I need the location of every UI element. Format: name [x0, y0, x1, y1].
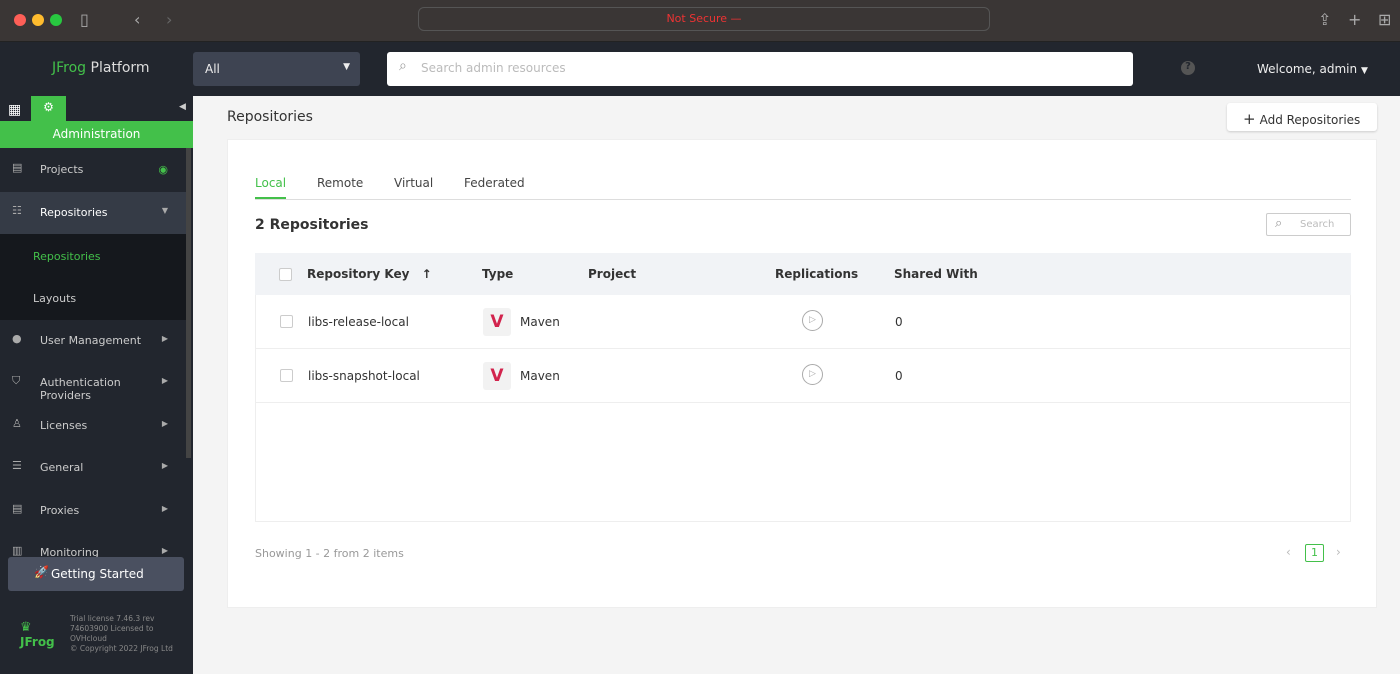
table-search-input[interactable]: ⌕ Search [1266, 213, 1351, 236]
tabs-overview-icon[interactable]: ⊞ [1378, 10, 1392, 29]
sidebar: ▦ ⚙ ◀ Administration ▤ Projects ◉ ☷ Reposit… [0, 96, 193, 674]
sidebar-item-projects[interactable]: ▤ Projects ◉ [12, 161, 168, 176]
page-1-button[interactable]: 1 [1305, 544, 1324, 562]
tabs-divider [255, 199, 1351, 200]
close-window-button[interactable] [14, 14, 26, 26]
search-icon: ⌕ [399, 58, 407, 74]
maven-icon: V [483, 362, 511, 390]
column-type[interactable]: Type [482, 267, 514, 281]
url-text: Not Secure — [666, 12, 742, 25]
row-checkbox[interactable] [280, 369, 293, 382]
shared-with: 0 [895, 369, 903, 383]
minimize-window-button[interactable] [32, 14, 44, 26]
browser-toolbar: ▯ ‹ › Not Secure — ⇪ + ⊞ [0, 0, 1400, 42]
table-header: Repository Key ↑ Type Project Replicatio… [255, 253, 1351, 295]
app-header: JFrog Platform All ▼ ⌕ Search admin resour… [0, 42, 1400, 96]
user-icon: ● [12, 332, 22, 345]
maximize-window-button[interactable] [50, 14, 62, 26]
table-row[interactable]: libs-snapshot-local V Maven ▷ 0 [255, 349, 1351, 403]
subitem-repositories[interactable]: Repositories [33, 250, 101, 263]
repositories-icon: ☷ [12, 204, 22, 217]
sort-ascending-icon: ↑ [421, 267, 432, 281]
chart-icon: ▥ [12, 544, 23, 557]
sidebar-item-monitoring[interactable]: ▥ Monitoring ▶ [12, 544, 168, 559]
select-all-checkbox[interactable] [279, 268, 292, 281]
column-repository-key[interactable]: Repository Key ↑ [307, 267, 432, 281]
forward-icon[interactable]: › [166, 10, 173, 29]
add-repositories-button[interactable]: + Add Repositories [1227, 103, 1377, 131]
tab-virtual[interactable]: Virtual [394, 176, 434, 190]
page-title: Repositories [227, 109, 313, 125]
help-icon[interactable]: ? [1181, 61, 1195, 75]
share-icon[interactable]: ⇪ [1318, 10, 1332, 29]
next-page-icon[interactable]: › [1336, 545, 1341, 559]
tab-local[interactable]: Local [255, 176, 287, 199]
scope-dropdown[interactable]: All ▼ [193, 52, 360, 86]
chevron-right-icon: ▶ [161, 504, 168, 513]
getting-started-button[interactable]: 🚀 Getting Started [8, 557, 184, 591]
sidebar-scrollbar[interactable] [186, 148, 191, 458]
chevron-down-icon: ▼ [343, 62, 350, 72]
projects-icon: ▤ [12, 161, 23, 174]
section-title: Administration [0, 121, 193, 148]
tab-remote[interactable]: Remote [317, 176, 364, 190]
sidebar-item-licenses[interactable]: ♙ Licenses ▶ [12, 417, 168, 432]
sidebar-item-auth-providers[interactable]: ⛉ Authentication Providers ▶ [12, 374, 168, 402]
sidebar-item-user-management[interactable]: ● User Management ▶ [12, 332, 168, 347]
shared-with: 0 [895, 315, 903, 329]
user-menu[interactable]: Welcome, admin ▼ [1257, 62, 1368, 76]
subitem-layouts[interactable]: Layouts [33, 292, 77, 305]
table-empty-area [255, 403, 1351, 522]
previous-page-icon[interactable]: ‹ [1286, 545, 1291, 559]
chevron-down-icon: ▼ [1360, 66, 1368, 76]
repository-count: 2 Repositories [255, 217, 369, 233]
sidebar-item-general[interactable]: ☰ General ▶ [12, 459, 168, 474]
repositories-panel: Local Remote Virtual Federated 2 Reposit… [227, 139, 1377, 608]
search-input[interactable]: ⌕ Search admin resources [387, 52, 1133, 86]
maven-icon: V [483, 308, 511, 336]
admin-gear-icon[interactable]: ⚙ [31, 96, 66, 121]
search-icon: ⌕ [1275, 216, 1283, 231]
sidebar-item-repositories[interactable]: ☷ Repositories ▼ [0, 192, 186, 234]
jfrog-footer-logo: ♛ JFrog [20, 620, 55, 649]
server-icon: ▤ [12, 502, 23, 515]
column-shared-with[interactable]: Shared With [894, 267, 978, 281]
chevron-right-icon: ▶ [161, 419, 168, 428]
table-row[interactable]: libs-release-local V Maven ▷ 0 [255, 295, 1351, 349]
back-icon[interactable]: ‹ [134, 10, 141, 29]
license-icon: ♙ [12, 417, 22, 430]
new-tab-icon[interactable]: + [1348, 10, 1362, 29]
chevron-right-icon: ▶ [161, 461, 168, 470]
repository-key[interactable]: libs-release-local [308, 315, 409, 329]
sidebar-item-proxies[interactable]: ▤ Proxies ▶ [12, 502, 168, 517]
chevron-right-icon: ▶ [161, 334, 168, 343]
column-replications[interactable]: Replications [775, 267, 859, 281]
pagination-summary: Showing 1 - 2 from 2 items [255, 547, 404, 560]
rocket-icon: 🚀 [34, 565, 49, 579]
status-icon: ◉ [158, 163, 168, 176]
chevron-right-icon: ▶ [161, 546, 168, 555]
apps-grid-icon[interactable]: ▦ [8, 102, 22, 118]
jfrog-logo[interactable]: JFrog Platform [52, 60, 150, 76]
column-project[interactable]: Project [588, 267, 637, 281]
repository-type: Maven [520, 369, 560, 383]
license-info: Trial license 7.46.3 rev 74603900 Licens… [70, 614, 173, 653]
replication-play-icon[interactable]: ▷ [802, 310, 823, 331]
repository-type: Maven [520, 315, 560, 329]
chevron-right-icon: ▶ [161, 376, 168, 385]
collapse-sidebar-icon[interactable]: ◀ [179, 102, 186, 112]
sliders-icon: ☰ [12, 459, 22, 472]
submenu: Repositories Layouts [0, 234, 186, 320]
plus-icon: + [1243, 110, 1256, 128]
address-bar[interactable]: Not Secure — [418, 7, 990, 31]
row-checkbox[interactable] [280, 315, 293, 328]
repository-key[interactable]: libs-snapshot-local [308, 369, 420, 383]
shield-icon: ⛉ [12, 374, 21, 387]
tab-federated[interactable]: Federated [464, 176, 525, 190]
chevron-down-icon: ▼ [161, 206, 168, 215]
sidebar-toggle-icon[interactable]: ▯ [80, 10, 89, 29]
replication-play-icon[interactable]: ▷ [802, 364, 823, 385]
